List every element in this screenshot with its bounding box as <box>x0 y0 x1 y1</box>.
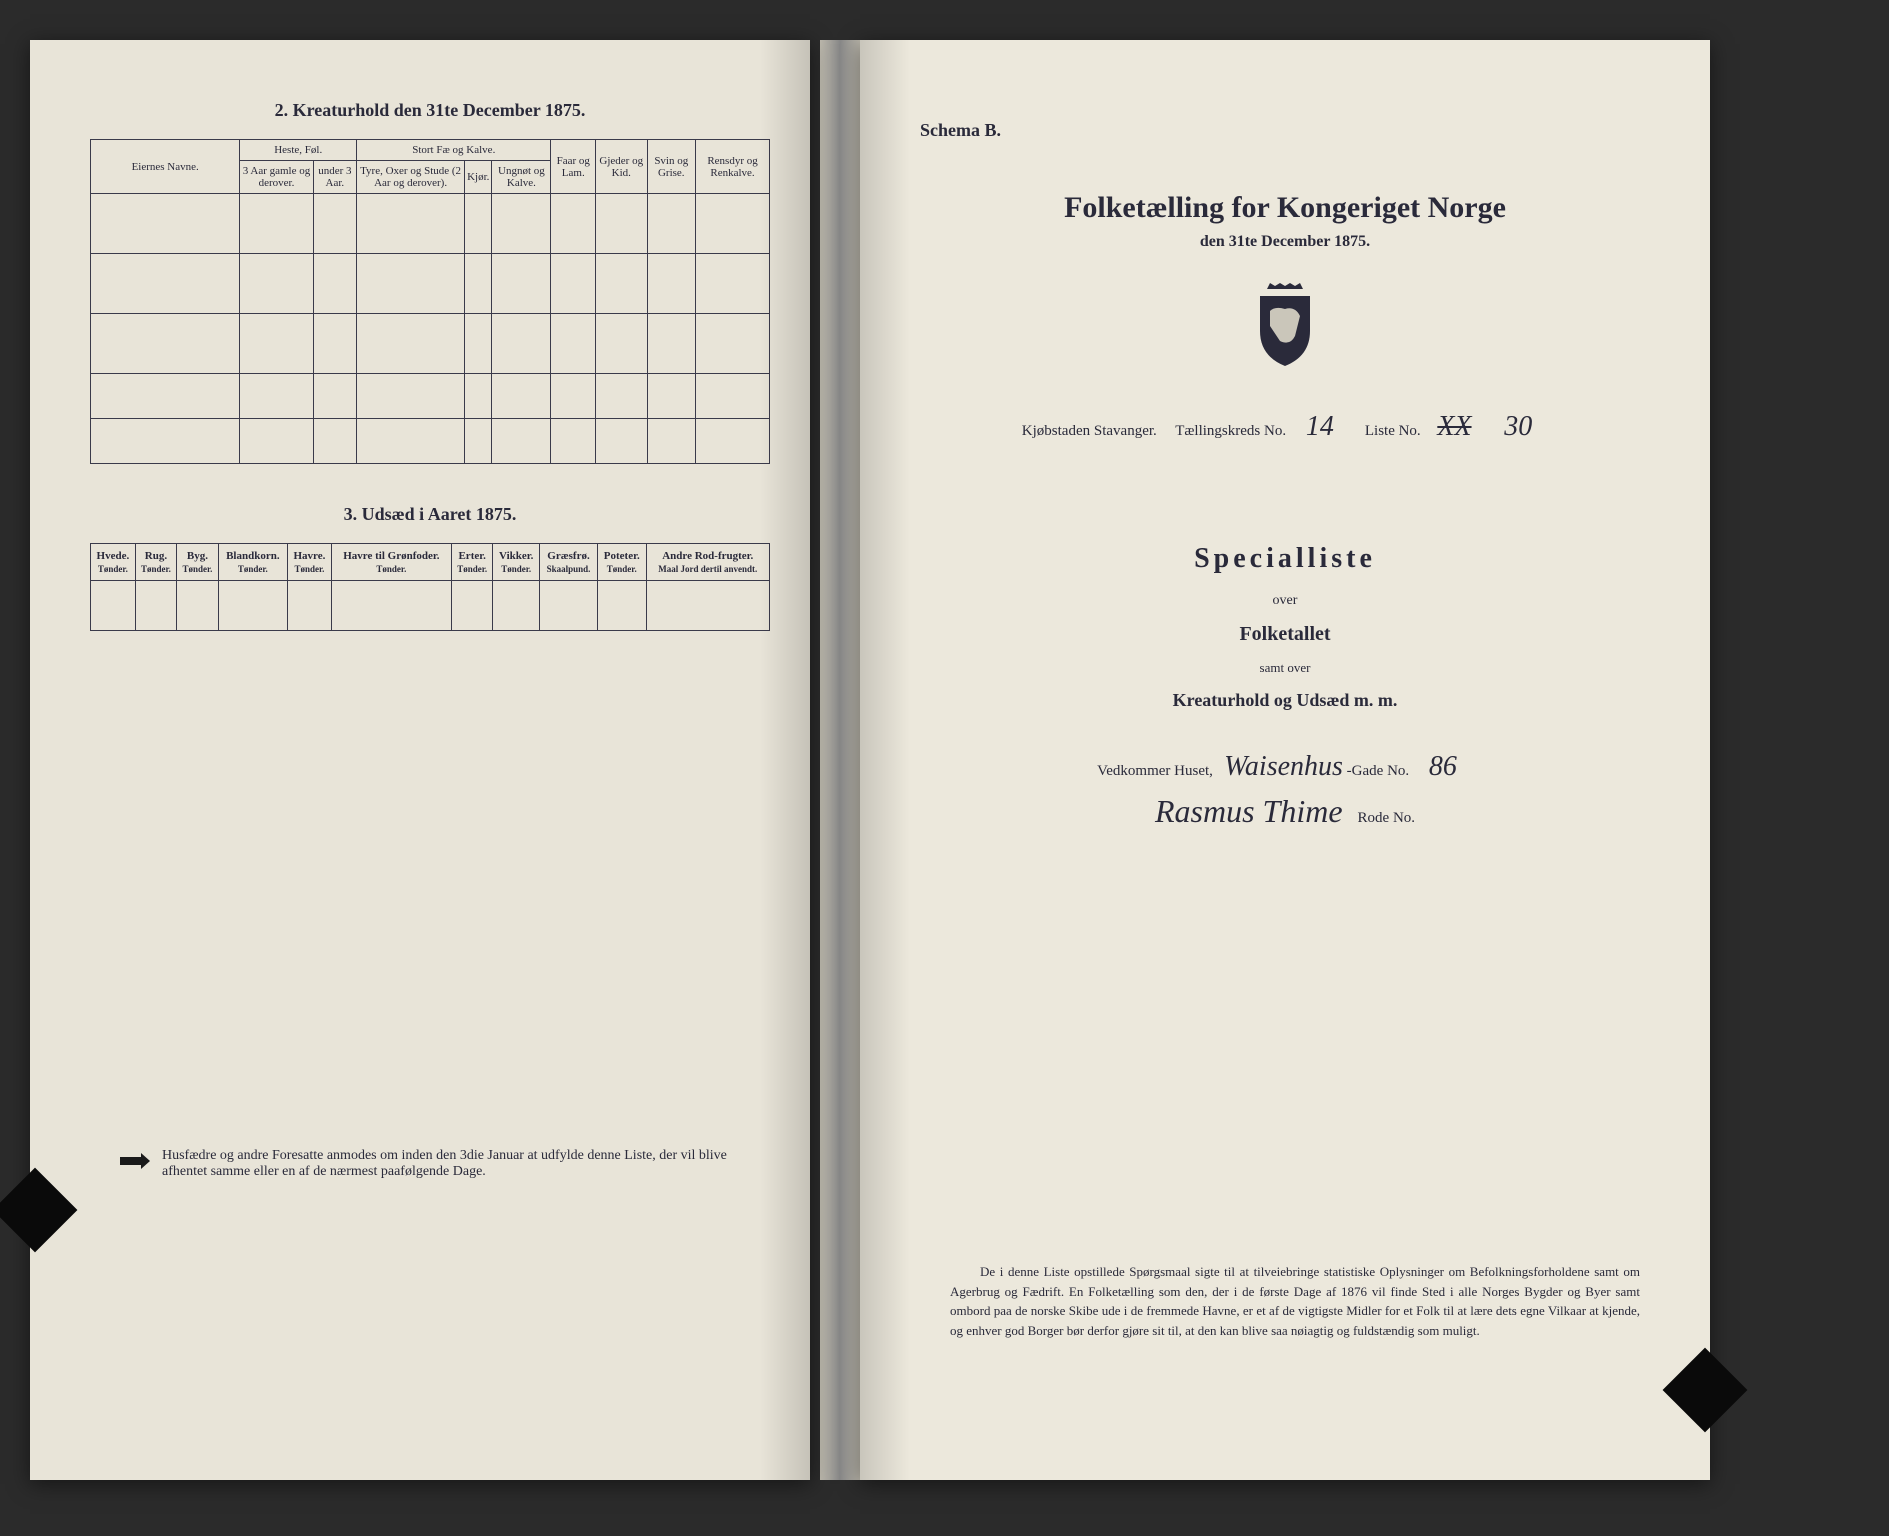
seed-cell <box>331 581 451 631</box>
archive-corner-tab <box>1663 1348 1748 1433</box>
archive-corner-tab <box>0 1168 77 1253</box>
seed-col-header: Poteter.Tønder. <box>597 544 646 581</box>
city-label: Kjøbstaden Stavanger. <box>1022 423 1157 439</box>
seed-cell <box>597 581 646 631</box>
house-label: Vedkommer Huset, <box>1097 763 1213 779</box>
sub-c3: Ungnøt og Kalve. <box>492 161 551 194</box>
footnote-text: Husfædre og andre Foresatte anmodes om i… <box>162 1148 750 1180</box>
table-row <box>91 254 770 314</box>
col-sheep: Faar og Lam. <box>551 140 596 194</box>
seed-col-header: Byg.Tønder. <box>177 544 218 581</box>
specialliste-block: Specialliste over Folketallet samt over … <box>920 543 1650 711</box>
table-row <box>91 419 770 464</box>
gutter-shadow <box>860 40 910 1480</box>
pointing-hand-icon <box>120 1151 150 1171</box>
coat-of-arms-icon <box>1245 281 1325 371</box>
seed-col-header: Erter.Tønder. <box>451 544 492 581</box>
section2-title: 2. Kreaturhold den 31te December 1875. <box>90 100 770 121</box>
left-page: 2. Kreaturhold den 31te December 1875. E… <box>30 40 810 1480</box>
spec-over2: samt over <box>920 660 1650 676</box>
liste-struck: XX <box>1424 411 1484 443</box>
seed-col-header: Blandkorn.Tønder. <box>218 544 287 581</box>
col-owner: Eiernes Navne. <box>91 140 240 194</box>
main-title: Folketælling for Kongeriget Norge <box>920 191 1650 225</box>
scanner-background: 2. Kreaturhold den 31te December 1875. E… <box>0 0 1889 1536</box>
seed-cell <box>646 581 769 631</box>
right-page: Schema B. Folketælling for Kongeriget No… <box>860 40 1710 1480</box>
liste-label: Liste No. <box>1365 423 1421 439</box>
footnote-block: Husfædre og andre Foresatte anmodes om i… <box>120 1148 750 1180</box>
table-row <box>91 194 770 254</box>
grp-horse: Heste, Føl. <box>240 140 357 161</box>
livestock-table: Eiernes Navne. Heste, Føl. Stort Fæ og K… <box>90 139 770 464</box>
spec-title: Specialliste <box>920 543 1650 575</box>
seed-cell <box>218 581 287 631</box>
seed-cell <box>451 581 492 631</box>
kreds-value: 14 <box>1290 411 1350 443</box>
sub-c1: Tyre, Oxer og Stude (2 Aar og derover). <box>357 161 465 194</box>
seed-col-header: Havre til Grønfoder.Tønder. <box>331 544 451 581</box>
table-row <box>91 374 770 419</box>
street-handwritten: Waisenhus <box>1224 751 1343 783</box>
table-row <box>91 581 770 631</box>
book-spine <box>820 40 860 1480</box>
table-row <box>91 314 770 374</box>
spec-line2: Folketallet <box>920 623 1650 646</box>
schema-label: Schema B. <box>920 120 1650 141</box>
seed-col-header: Græsfrø.Skaalpund. <box>540 544 598 581</box>
gade-label: -Gade No. <box>1347 763 1409 779</box>
col-goat: Gjeder og Kid. <box>596 140 647 194</box>
seed-head-row: Hvede.Tønder.Rug.Tønder.Byg.Tønder.Bland… <box>91 544 770 581</box>
section3-title: 3. Udsæd i Aaret 1875. <box>90 504 770 525</box>
gade-no-handwritten: 86 <box>1413 751 1473 783</box>
bottom-paragraph: De i denne Liste opstillede Spørgsmaal s… <box>950 1262 1640 1340</box>
spec-over1: over <box>920 593 1650 609</box>
info-line: Kjøbstaden Stavanger. Tællingskreds No. … <box>920 411 1650 443</box>
seed-cell <box>135 581 176 631</box>
spec-line3: Kreaturhold og Udsæd m. m. <box>920 690 1650 711</box>
seed-col-header: Andre Rod-frugter.Maal Jord dertil anven… <box>646 544 769 581</box>
seed-cell <box>288 581 332 631</box>
seed-col-header: Havre.Tønder. <box>288 544 332 581</box>
seed-col-header: Vikker.Tønder. <box>493 544 540 581</box>
liste-value: 30 <box>1488 411 1548 443</box>
sub-title: den 31te December 1875. <box>920 233 1650 251</box>
house-line-2: Rasmus Thime Rode No. <box>920 793 1650 830</box>
kreds-label: Tællingskreds No. <box>1175 423 1286 439</box>
grp-cattle: Stort Fæ og Kalve. <box>357 140 551 161</box>
house-line-1: Vedkommer Huset, Waisenhus -Gade No. 86 <box>920 751 1650 783</box>
seed-col-header: Hvede.Tønder. <box>91 544 136 581</box>
rode-label: Rode No. <box>1358 810 1416 826</box>
col-reindeer: Rensdyr og Renkalve. <box>696 140 770 194</box>
sub-h1: 3 Aar gamle og derover. <box>240 161 313 194</box>
owner-name-handwritten: Rasmus Thime <box>1155 793 1343 830</box>
seed-table: Hvede.Tønder.Rug.Tønder.Byg.Tønder.Bland… <box>90 543 770 631</box>
seed-cell <box>540 581 598 631</box>
col-pig: Svin og Grise. <box>647 140 696 194</box>
sub-c2: Kjør. <box>465 161 492 194</box>
seed-cell <box>91 581 136 631</box>
seed-col-header: Rug.Tønder. <box>135 544 176 581</box>
seed-cell <box>177 581 218 631</box>
sub-h2: under 3 Aar. <box>313 161 356 194</box>
seed-cell <box>493 581 540 631</box>
